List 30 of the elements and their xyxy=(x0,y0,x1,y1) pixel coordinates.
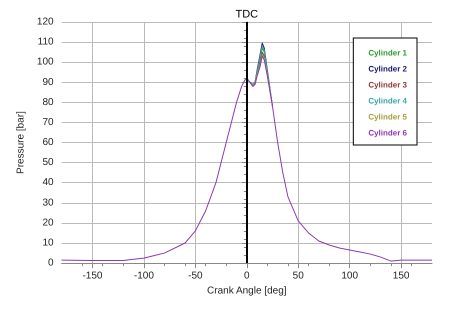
y-tick-label: 90 xyxy=(42,76,54,88)
line-series xyxy=(61,56,432,262)
y-tick-label: 110 xyxy=(38,36,54,48)
y-tick-label: 0 xyxy=(48,258,54,269)
text: Cylinder 1 xyxy=(368,48,408,58)
x-tick-label: -50 xyxy=(188,270,204,282)
x-tick-label: -100 xyxy=(134,270,154,282)
y-tick-label: 50 xyxy=(42,157,54,168)
x-tick-label: -150 xyxy=(82,270,103,282)
x-tick-label: 0 xyxy=(244,270,250,282)
text: Cylinder 4 xyxy=(368,96,408,106)
y-axis-title: Pressure [bar] xyxy=(16,110,26,174)
y-tick-label: 10 xyxy=(42,238,54,249)
x-axis-title: Crank Angle [deg] xyxy=(207,286,287,296)
ref-line-label: TDC xyxy=(235,8,258,20)
text: Cylinder 6 xyxy=(368,128,408,138)
x-tick-label: 100 xyxy=(341,270,358,282)
y-tick-label: 100 xyxy=(36,56,54,68)
y-tick-label: 60 xyxy=(42,137,54,148)
y-tick-label: 20 xyxy=(42,217,54,228)
x-tick-label: 50 xyxy=(292,270,304,282)
y-tick-label: 40 xyxy=(42,177,54,188)
x-tick-label: 150 xyxy=(392,270,410,282)
text: Cylinder 2 xyxy=(368,64,408,74)
y-tick-label: 70 xyxy=(42,116,54,128)
y-tick-label: 120 xyxy=(36,16,54,28)
text: Cylinder 5 xyxy=(368,112,408,122)
text: Cylinder 3 xyxy=(368,80,408,90)
y-tick-label: 80 xyxy=(42,96,54,108)
y-tick-label: 30 xyxy=(42,197,54,208)
